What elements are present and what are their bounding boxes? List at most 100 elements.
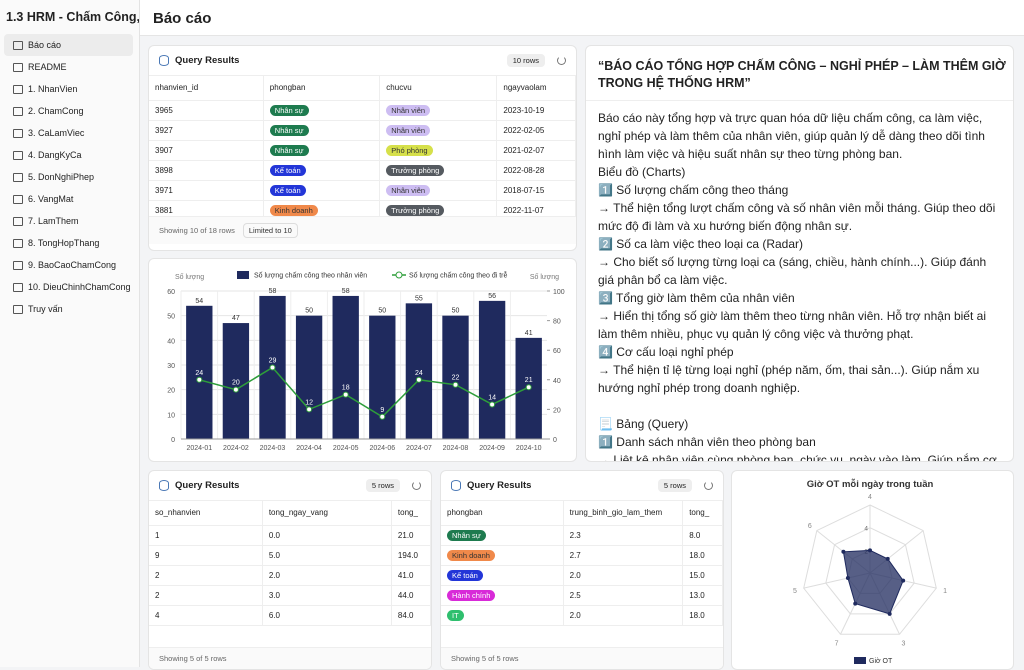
- y2-tick-label: 20: [553, 407, 561, 414]
- data-label: 55: [415, 295, 423, 302]
- table-cell: IT: [441, 605, 564, 626]
- legend-label: Số lượng chấm công theo đi trễ: [409, 271, 507, 280]
- y2-tick-label: 40: [553, 378, 561, 385]
- nav-label: Báo cáo: [28, 40, 62, 50]
- data-label: 50: [305, 308, 313, 315]
- table-row: 4 6.0 84.0: [149, 605, 431, 626]
- legend-swatch: [395, 271, 403, 279]
- nav-label: 6. VangMat: [28, 194, 74, 204]
- table-cell: 2018-07-15: [496, 180, 576, 201]
- bar: [332, 295, 359, 439]
- report-line: Biểu đồ (Charts): [598, 165, 686, 179]
- nav-item[interactable]: 7. LamThem: [4, 210, 133, 232]
- table-cell: 194.0: [391, 545, 431, 566]
- y-tick-label: 10: [167, 412, 175, 419]
- table-cell: 21.0: [391, 525, 431, 546]
- query-card: Query Results 10 rows nhanvien_id phongban c…: [148, 45, 577, 251]
- column-header: nhanvien_id: [149, 76, 264, 101]
- table-cell: 2023-10-19: [496, 100, 576, 121]
- radar-point: [845, 576, 850, 581]
- footer-text: Showing 10 of 18 rows: [159, 226, 235, 235]
- badge: Kế toán: [269, 164, 306, 176]
- y2-tick-label: 80: [553, 319, 561, 326]
- legend-label: Giờ OT: [869, 658, 893, 665]
- table-cell: 9: [149, 545, 263, 566]
- query-card: Query Results 5 rows phongban trung_binh_gi…: [440, 470, 724, 670]
- x-tick-label: 2024-08: [443, 445, 469, 452]
- nav-item[interactable]: Báo cáo: [4, 34, 133, 56]
- column-header: so_nhanvien: [149, 501, 263, 526]
- table-cell: 13.0: [682, 585, 723, 606]
- line-series: [199, 366, 530, 418]
- y-tick-label: 0: [171, 437, 175, 444]
- bar: [295, 315, 323, 439]
- nav-icon: [13, 84, 23, 94]
- nav-item[interactable]: 2. ChamCong: [4, 100, 133, 122]
- report-line: → Liệt kê nhân viên cùng phòng ban, chức…: [598, 453, 997, 462]
- table-row: Hành chính 2.5 13.0: [441, 585, 723, 606]
- line-point: [452, 381, 459, 388]
- data-label: 12: [305, 399, 313, 406]
- table-cell: Kế toán: [263, 160, 381, 181]
- nav-item[interactable]: 9. BaoCaoChamCong: [4, 254, 133, 276]
- nav-label: 3. CaLamViec: [28, 128, 85, 138]
- data-label: 47: [232, 315, 240, 322]
- nav-item[interactable]: 3. CaLamViec: [4, 122, 133, 144]
- db-icon: [451, 480, 461, 491]
- nav-item[interactable]: Truy vấn: [4, 298, 133, 320]
- data-label: 41: [525, 330, 533, 337]
- nav-item[interactable]: 10. DieuChinhChamCong: [4, 276, 133, 298]
- table-cell: 2.0: [563, 605, 684, 626]
- query-title: Query Results: [175, 480, 240, 491]
- line-point: [525, 384, 532, 391]
- x-tick-label: 2024-07: [406, 445, 432, 452]
- nav-icon: [13, 216, 23, 226]
- table-cell: 18.0: [682, 605, 723, 626]
- table-row: 3898 Kế toán Trưởng phòng 2022-08-28: [149, 160, 576, 181]
- report-line: 1️⃣ Danh sách nhân viên theo phòng ban: [598, 435, 816, 449]
- table-row: 3881 Kinh doanh Trưởng phòng 2022-11-07: [149, 200, 576, 221]
- report-line: 📃 Bảng (Query): [598, 417, 689, 431]
- table-cell: 2.0: [563, 565, 684, 586]
- table-row: 3971 Kế toán Nhân viên 2018-07-15: [149, 180, 576, 201]
- nav-label: 9. BaoCaoChamCong: [28, 260, 117, 270]
- nav-item[interactable]: 5. DonNghiPhep: [4, 166, 133, 188]
- badge: Trưởng phòng: [386, 164, 445, 176]
- bar: [222, 323, 250, 439]
- nav-item[interactable]: 4. DangKyCa: [4, 144, 133, 166]
- legend-swatch: [237, 271, 249, 279]
- query-footer: Showing 5 of 5 rows: [149, 647, 431, 669]
- nav-label: 1. NhanVien: [28, 84, 78, 94]
- table-cell: Nhân sự: [441, 525, 564, 546]
- table-cell: Nhân sự: [263, 100, 381, 121]
- x-tick-label: 2024-03: [260, 445, 286, 452]
- radar-point: [901, 578, 906, 583]
- column-header: chucvu: [379, 76, 498, 101]
- table-cell: 2022-08-28: [496, 160, 576, 181]
- query-title: Query Results: [175, 55, 240, 66]
- data-label: 14: [488, 394, 496, 401]
- refresh-button[interactable]: [557, 56, 566, 65]
- sidebar: 1.3 HRM - Chấm Công, N... Báo cáo README 1.…: [0, 0, 140, 667]
- nav-item[interactable]: 6. VangMat: [4, 188, 133, 210]
- nav-label: 5. DonNghiPhep: [28, 172, 95, 182]
- table-cell: 3907: [149, 140, 264, 161]
- table-row: 3927 Nhân sự Nhân viên 2022-02-05: [149, 120, 576, 141]
- query-header: Query Results 5 rows: [441, 471, 723, 501]
- table-cell: Nhân sự: [263, 120, 381, 141]
- data-label: 18: [342, 385, 350, 392]
- table-cell: 3971: [149, 180, 264, 201]
- nav-item[interactable]: 8. TongHopThang: [4, 232, 133, 254]
- table-cell: 5.0: [262, 545, 392, 566]
- refresh-button[interactable]: [704, 481, 713, 490]
- nav-item[interactable]: 1. NhanVien: [4, 78, 133, 100]
- y-tick-label: 60: [167, 289, 175, 296]
- nav-item[interactable]: README: [4, 56, 133, 78]
- bar: [442, 315, 469, 439]
- badge: Hành chính: [447, 589, 496, 601]
- nav-icon: [13, 106, 23, 116]
- radar-chart: Giờ OT mỗi ngày trong tuần24413756Giờ OT: [793, 479, 947, 665]
- refresh-button[interactable]: [412, 481, 421, 490]
- query-header: Query Results 10 rows: [149, 46, 576, 76]
- line-point: [379, 413, 386, 420]
